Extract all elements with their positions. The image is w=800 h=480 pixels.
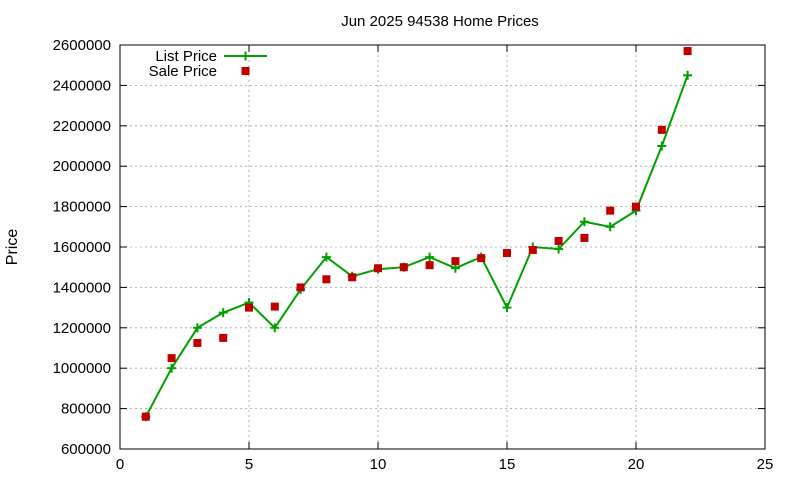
sale-price-point (245, 303, 253, 312)
sale-price-point (296, 283, 305, 292)
list-price-line (144, 74, 689, 418)
legend-plus (241, 51, 250, 61)
sale-price-point (451, 257, 460, 266)
series-layer (141, 47, 693, 422)
list-price-point (502, 303, 512, 313)
legend-label-list-price: List Price (155, 48, 217, 65)
sale-price-point (399, 263, 408, 272)
y-tick-label: 1600000 (53, 239, 111, 256)
x-tick-label: 0 (116, 456, 124, 473)
sale-price-point (219, 333, 228, 342)
y-tick-label: 2400000 (53, 77, 111, 94)
y-tick-label: 600000 (61, 441, 111, 458)
y-tick-label: 2200000 (53, 118, 111, 135)
x-tick-label: 20 (628, 456, 645, 473)
list-price-point (579, 217, 589, 227)
sale-price-point (348, 273, 357, 282)
y-tick-label: 800000 (61, 401, 111, 418)
list-price-point (657, 141, 667, 151)
legend-marker-sale-price (241, 67, 250, 75)
y-tick-label: 1400000 (53, 279, 111, 296)
legend: List Price Sale Price (149, 48, 267, 80)
x-tick-label: 15 (499, 456, 516, 473)
y-tick-label: 1200000 (53, 320, 111, 337)
list-price-point (450, 263, 460, 273)
legend-label-sale-price: Sale Price (149, 63, 217, 80)
sale-price-point (477, 254, 486, 263)
sale-price-point (606, 206, 615, 215)
sale-price-point (322, 275, 331, 284)
list-price-point (321, 252, 331, 262)
list-price-point (554, 244, 564, 254)
y-tick-label: 1000000 (53, 360, 111, 377)
sale-price-point (554, 236, 563, 245)
list-price-point (605, 222, 615, 232)
chart-title: Jun 2025 94538 Home Prices (341, 13, 539, 30)
sale-price-point (270, 302, 279, 311)
y-tick-label: 2600000 (53, 37, 111, 54)
list-price-point (218, 308, 228, 318)
list-price-point (167, 363, 177, 373)
grid-lines (120, 45, 765, 449)
sale-price-point (528, 246, 537, 255)
axis-ticks: 600000 800000 1000000 1200000 1400000 1600000… (53, 37, 774, 473)
x-tick-label: 10 (370, 456, 387, 473)
list-price-point (192, 323, 202, 333)
sale-price-point (141, 412, 150, 421)
sale-price-point (503, 249, 511, 258)
sale-price-point (580, 233, 589, 242)
y-tick-label: 2000000 (53, 158, 111, 175)
sale-price-point (683, 47, 692, 56)
sale-price-point (657, 125, 666, 134)
sale-price-point (167, 354, 176, 363)
sale-price-point (632, 202, 640, 211)
legend-marker-list-price (224, 51, 267, 61)
sale-price-point (374, 264, 382, 273)
x-tick-label: 5 (245, 456, 253, 473)
sale-price-point (193, 338, 202, 347)
x-tick-label: 25 (757, 456, 774, 473)
list-price-point (270, 323, 280, 333)
list-price-point (683, 70, 693, 80)
sale-price-point (425, 261, 434, 270)
legend-square (241, 67, 250, 75)
y-axis-label: Price (4, 229, 21, 266)
y-tick-label: 1800000 (53, 199, 111, 216)
list-price-point (425, 252, 435, 262)
